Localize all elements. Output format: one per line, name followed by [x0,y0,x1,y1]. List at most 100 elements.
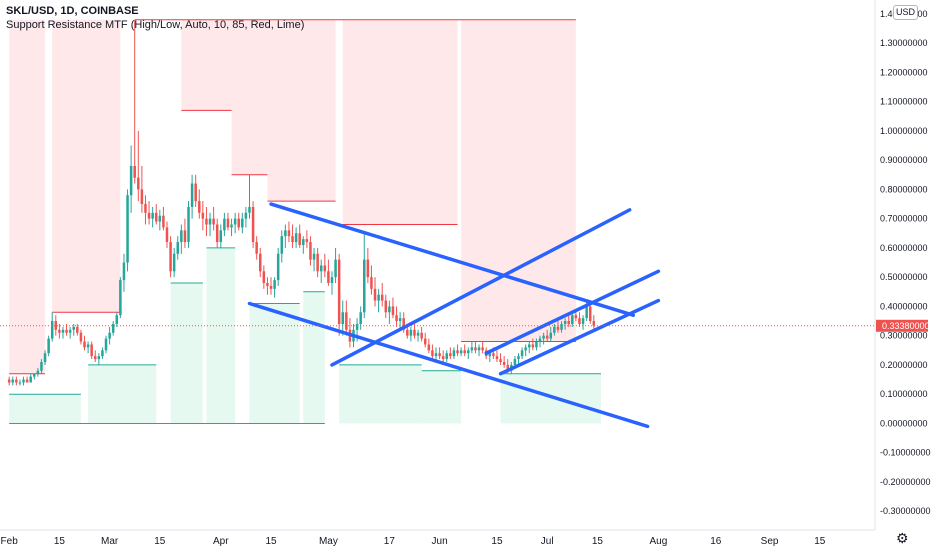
price-tick-label: 0.00000000 [880,418,928,428]
candle-body [578,318,581,324]
candle [366,247,370,284]
candle-body [560,323,563,330]
candle-body [402,318,405,330]
candle [556,321,560,333]
trendlines [247,202,661,429]
candle [147,201,151,225]
candle-body [43,353,47,363]
price-tick-label: 0.20000000 [880,360,928,370]
symbol-title[interactable]: SKL/USD, 1D, COINBASE [6,5,139,17]
indicator-title[interactable]: Support Resistance MTF (High/Low, Auto, … [6,19,305,31]
trendline [498,298,661,376]
candle-body [101,350,104,357]
time-tick-label: 15 [814,536,826,547]
candle [571,312,574,327]
price-tick-label: 1.10000000 [880,97,928,107]
candle-body [298,233,301,245]
candle-body [517,356,520,360]
candle-body [542,335,545,339]
candle [373,277,377,307]
candle-body [180,230,183,243]
candle-body [305,239,309,243]
candle-body [183,230,187,243]
candle-body [420,332,423,339]
candle [94,350,97,363]
candle [284,224,287,248]
candle-body [574,315,578,319]
price-tick-label: 0.50000000 [880,272,928,282]
candle [241,212,244,234]
candle [377,288,380,313]
candle-body [25,379,29,383]
candle [7,376,11,386]
support-zone [88,364,157,424]
candle [294,227,298,248]
candle [273,277,276,298]
resistance-zone [9,19,46,374]
candle [474,341,477,354]
candle-body [506,364,509,371]
candle [215,218,219,248]
candle-body [409,329,413,336]
candle-body [513,359,517,365]
price-tick-label: 1.20000000 [880,67,928,77]
candle [230,218,233,237]
time-tick-label: Sep [761,536,779,547]
candle-body [416,332,420,336]
candle-body [86,344,90,348]
candle [115,312,119,327]
candle [190,174,194,219]
candle-body [373,288,377,301]
candle [337,253,341,336]
candle [538,335,542,348]
time-axis: Feb 15 Mar 15 Apr 15 May 17 Jun 15 Jul 15 Aug 16 Sep 15 [1,536,826,547]
support-zone [9,394,81,424]
resistance-zone [267,19,336,202]
candle-body [585,306,588,319]
candle [495,350,499,363]
candle [251,201,255,248]
candle [578,312,581,327]
gear-icon[interactable]: ⚙ [896,530,909,546]
candle-body [388,306,391,313]
candle [520,347,524,360]
candle-body [287,230,291,237]
time-tick-label: 15 [592,536,604,547]
support-zone [500,373,601,424]
candle [22,376,25,386]
candle-body [488,353,492,357]
candle-body [255,242,258,254]
candle-body [563,321,567,324]
candle-body [47,338,50,354]
candlesticks [7,19,596,386]
candle [363,233,366,319]
candle [549,326,553,342]
candle-body [492,353,495,357]
candle-body [147,212,151,219]
candle [90,341,93,360]
candle-body [205,218,208,225]
currency-badge[interactable]: USD [893,5,918,20]
candle [302,236,305,254]
candle [481,341,484,354]
candle-body [316,253,319,272]
candle [111,321,115,336]
candle [327,259,330,286]
candle [33,373,36,380]
current-price-label: 0.33380000 [882,321,930,331]
candle-body [223,218,226,231]
candle [183,218,187,248]
candle [68,326,72,339]
price-tick-label: 0.90000000 [880,155,928,165]
candle [531,338,535,351]
candle-body [571,315,574,324]
candle-body [334,259,337,278]
candle [25,376,29,383]
candle-body [431,350,434,357]
candle-body [502,362,506,365]
candle [233,212,237,234]
candle [237,212,240,231]
candle-body [76,326,79,333]
support-zone [249,303,300,424]
